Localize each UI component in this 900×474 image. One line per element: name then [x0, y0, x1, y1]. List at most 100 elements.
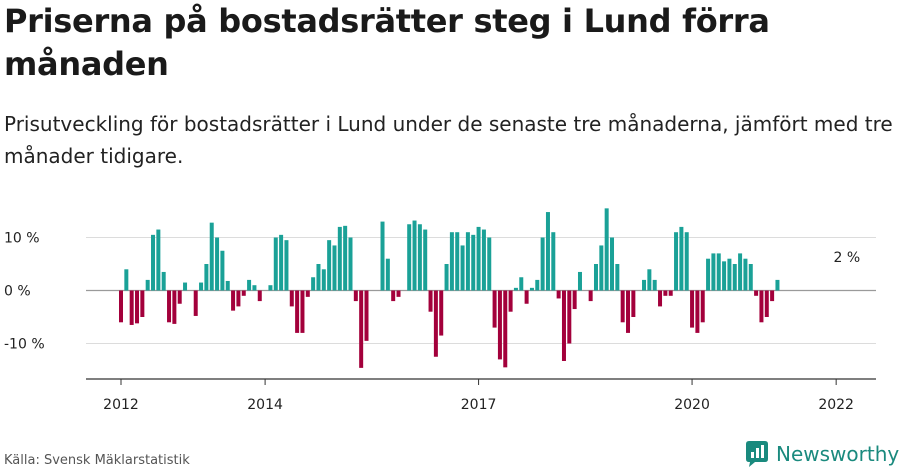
bar [738, 253, 743, 291]
bar [513, 287, 518, 291]
bar [460, 245, 465, 291]
bar [140, 290, 145, 317]
bar [503, 290, 508, 368]
bar [476, 226, 481, 291]
bar [764, 290, 769, 317]
bar [487, 237, 492, 291]
chart-subtitle: Prisutveckling för bostadsrätter i Lund … [4, 112, 893, 168]
bar [722, 261, 727, 291]
bar [305, 290, 310, 297]
bar [700, 290, 705, 323]
bar [556, 290, 561, 299]
bar [279, 234, 284, 291]
bar [588, 290, 593, 302]
newsworthy-logo-icon [746, 441, 768, 467]
bar [711, 253, 716, 291]
bar [295, 290, 300, 333]
bar [332, 245, 337, 291]
bar [225, 280, 230, 291]
bar [348, 237, 353, 291]
bar [674, 232, 679, 291]
bar [151, 234, 156, 291]
bar [663, 290, 668, 296]
bar [508, 290, 513, 312]
source-note: Källa: Svensk Mäklarstatistik [4, 453, 190, 468]
bar [545, 212, 550, 291]
bar [759, 290, 764, 323]
bar [183, 282, 188, 291]
bar [380, 221, 385, 291]
bar [327, 240, 332, 291]
bar [471, 234, 476, 291]
bar [455, 232, 460, 291]
bar [620, 290, 625, 323]
bar [343, 225, 348, 291]
x-tick-label: 2020 [674, 397, 710, 413]
x-tick-label: 2017 [461, 397, 497, 413]
bar [529, 287, 534, 291]
bar [273, 237, 278, 291]
bar [610, 237, 615, 291]
bar [119, 290, 123, 323]
bar [668, 290, 673, 296]
bar [135, 290, 140, 324]
bar [129, 290, 134, 325]
bar [706, 258, 711, 291]
bar [561, 290, 566, 361]
bar [417, 224, 422, 291]
bar [161, 271, 166, 291]
bar [577, 271, 582, 291]
brand-logo: Newsworthy [744, 440, 899, 468]
bar [599, 245, 604, 291]
brand-name: Newsworthy [776, 442, 900, 466]
bar [177, 290, 182, 304]
bar [231, 290, 236, 311]
bar [684, 232, 689, 291]
bar [289, 290, 294, 307]
bar [407, 224, 412, 291]
bar [465, 232, 470, 291]
bar [337, 226, 342, 291]
bar [716, 253, 721, 291]
y-tick-label: -10 % [4, 337, 45, 353]
bar [519, 277, 524, 291]
bar [268, 285, 273, 291]
bar [172, 290, 177, 324]
bar [220, 250, 225, 291]
bar [145, 279, 150, 291]
bar [695, 290, 700, 333]
bar [241, 290, 246, 296]
y-tick-label: 0 % [4, 284, 31, 300]
bar [615, 264, 620, 291]
bar [658, 290, 663, 307]
x-tick-label: 2014 [247, 397, 283, 413]
y-tick-label: 10 % [4, 231, 40, 247]
bar [284, 240, 289, 291]
bar [444, 264, 449, 291]
bar [428, 290, 433, 312]
bar [604, 208, 609, 291]
bar [321, 269, 326, 291]
bar [652, 279, 657, 291]
bar [167, 290, 172, 323]
bar [679, 226, 684, 291]
bar [593, 264, 598, 291]
bar [199, 282, 204, 291]
bar [497, 290, 502, 360]
bar [572, 290, 577, 310]
bar [236, 290, 241, 307]
bar [732, 264, 737, 291]
bar [481, 229, 486, 291]
bar [492, 290, 497, 328]
bar [631, 290, 636, 317]
bar [364, 290, 369, 341]
bar [433, 290, 438, 357]
bar [449, 232, 454, 291]
bar [359, 290, 364, 368]
bar [124, 269, 129, 291]
bar [642, 279, 647, 291]
bar [775, 279, 780, 291]
bar [567, 290, 572, 344]
bar [209, 222, 214, 291]
